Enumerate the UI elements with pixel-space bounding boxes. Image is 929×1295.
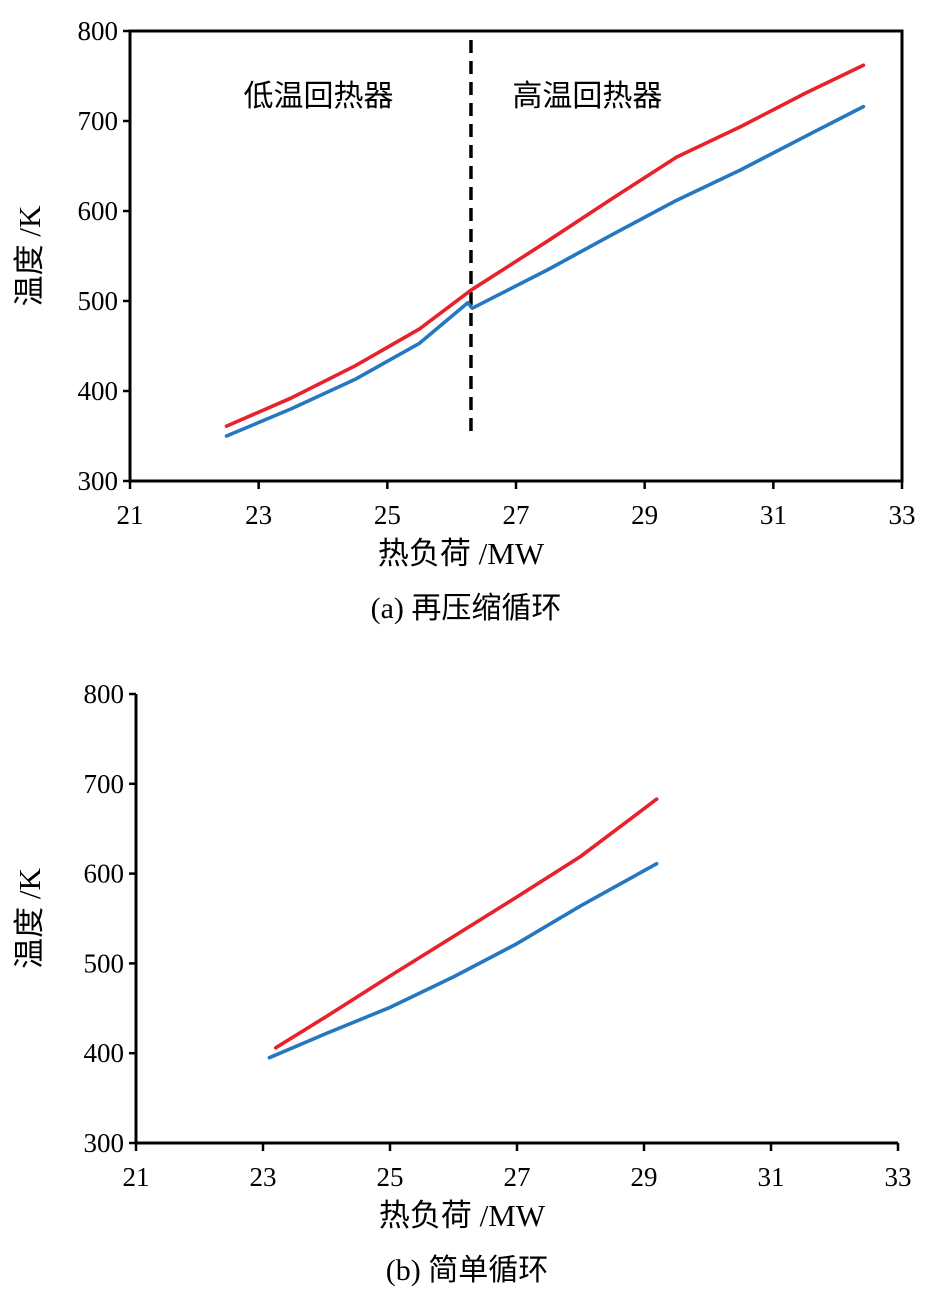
y-axis-ticks: 300 400 500 600 700 800 [78, 16, 130, 496]
x-axis-ticks: 21 23 25 27 29 31 33 [117, 481, 916, 530]
x-tick-label: 31 [758, 1162, 785, 1192]
series-line-red [273, 797, 659, 1050]
x-tick-label: 27 [504, 1162, 531, 1192]
annotation-high-temp-recuperator: 高温回热器 [512, 79, 662, 114]
x-axis-label: 热负荷 /MW [378, 536, 545, 571]
x-tick-label: 31 [760, 500, 787, 530]
x-tick-label: 27 [503, 500, 530, 530]
y-tick-label: 800 [78, 16, 119, 46]
x-tick-label: 23 [250, 1162, 277, 1192]
chart-caption: (b) 简单循环 [386, 1254, 548, 1287]
y-axis-label: 温度 /K [12, 205, 47, 306]
series-line-red [224, 63, 866, 428]
x-axis-label: 热负荷 /MW [379, 1198, 546, 1233]
x-tick-label: 33 [889, 500, 916, 530]
x-tick-label: 29 [631, 1162, 658, 1192]
series-group [224, 63, 866, 438]
x-tick-label: 21 [117, 500, 144, 530]
chart-simple-cycle: 21 23 25 27 29 31 33 300 400 500 600 700 800 热负荷 /M… [12, 679, 912, 1287]
x-tick-label: 21 [123, 1162, 150, 1192]
x-tick-label: 33 [885, 1162, 912, 1192]
y-tick-label: 700 [84, 769, 125, 799]
series-line-blue [224, 104, 866, 438]
y-tick-label: 300 [78, 466, 119, 496]
series-group [267, 797, 659, 1060]
annotation-low-temp-recuperator: 低温回热器 [243, 79, 393, 114]
y-axis-label: 温度 /K [12, 868, 47, 969]
y-tick-label: 400 [78, 376, 119, 406]
y-tick-label: 700 [78, 106, 119, 136]
y-tick-label: 400 [84, 1038, 125, 1068]
series-line-blue [267, 861, 659, 1060]
x-tick-label: 25 [377, 1162, 404, 1192]
chart-caption: (a) 再压缩循环 [371, 592, 562, 625]
y-axis-ticks: 300 400 500 600 700 800 [84, 679, 136, 1158]
y-tick-label: 500 [78, 286, 119, 316]
x-axis-ticks: 21 23 25 27 29 31 33 [123, 1143, 912, 1192]
x-tick-label: 25 [374, 500, 401, 530]
y-tick-label: 800 [84, 679, 125, 709]
x-tick-label: 23 [245, 500, 272, 530]
x-tick-label: 29 [631, 500, 658, 530]
y-tick-label: 300 [84, 1128, 125, 1158]
y-tick-label: 600 [78, 196, 119, 226]
y-tick-label: 600 [84, 859, 125, 889]
y-tick-label: 500 [84, 948, 125, 978]
